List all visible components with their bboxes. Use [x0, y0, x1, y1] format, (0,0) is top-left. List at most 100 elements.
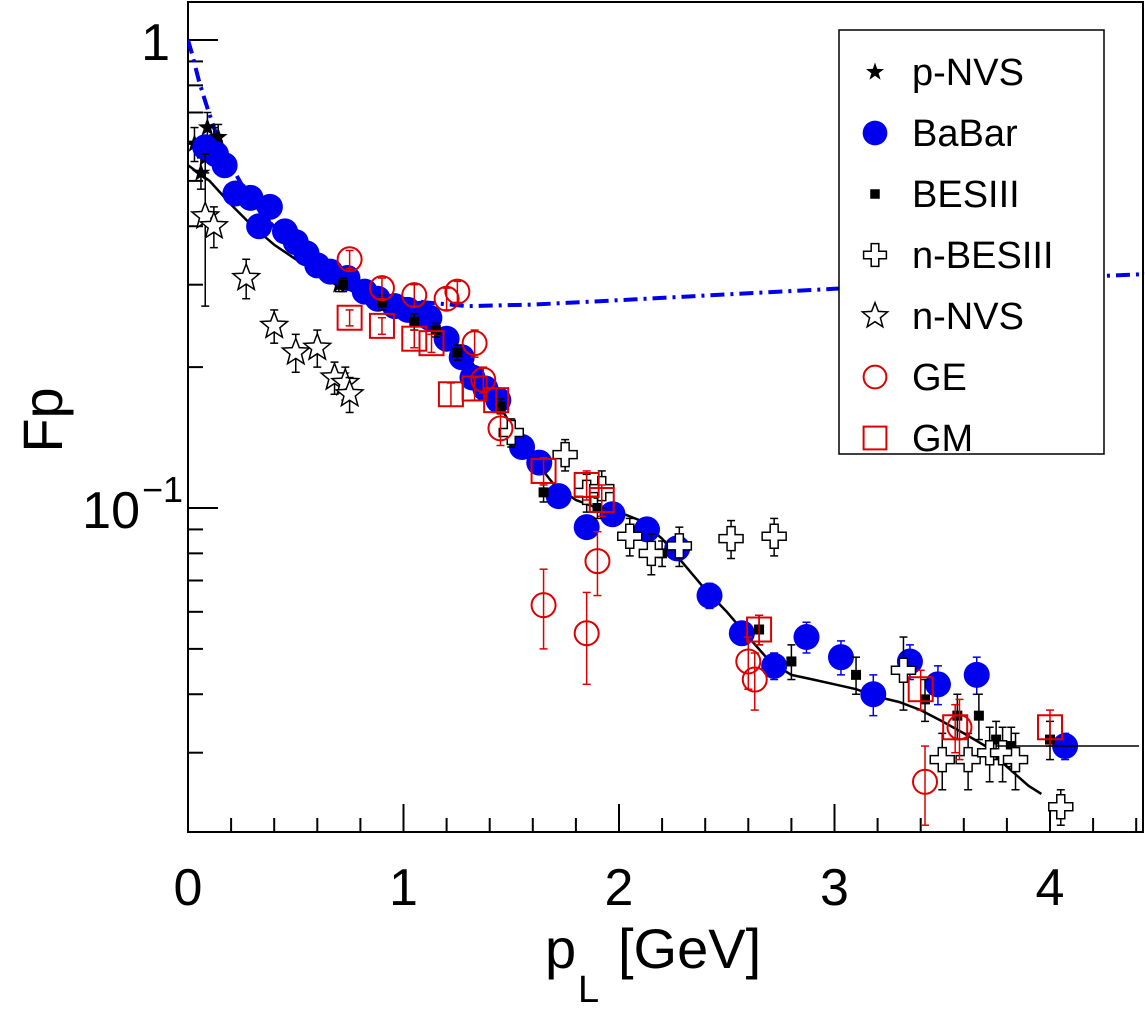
n-besiii-point: [955, 746, 981, 773]
n-besiii-point: [761, 523, 787, 550]
legend-entry-babar: BaBar: [862, 113, 1018, 155]
n-nvs-point: [334, 378, 365, 408]
y-tick-label: 10: [82, 482, 140, 540]
gm-point: [336, 304, 363, 331]
legend-label-p-nvs: p-NVS: [912, 52, 1024, 94]
ge-point: [444, 278, 471, 305]
gm-point: [746, 616, 773, 643]
n-besiii-point: [989, 739, 1016, 766]
legend-entry-besiii: BESIII: [870, 174, 1020, 216]
babar-point: [696, 582, 723, 609]
gm-point: [942, 714, 969, 741]
p-nvs-point: [208, 127, 228, 146]
babar-point: [599, 501, 626, 528]
babar-point: [545, 483, 572, 510]
x-axis-title-main: p: [545, 917, 576, 980]
babar-point: [573, 514, 600, 541]
legend-marker-ge: [862, 364, 888, 390]
gm-point: [907, 676, 934, 703]
n-nvs-point: [230, 261, 262, 292]
n-nvs-point: [280, 336, 312, 366]
besiii-point: [920, 694, 931, 705]
n-besiii-point: [1048, 793, 1074, 820]
legend: p-NVS BaBar BESIII n-BESIII n-NVS GE GM: [838, 29, 1105, 460]
besiii-point: [991, 734, 1002, 745]
gm-point: [483, 387, 510, 414]
series-gm: [336, 304, 1063, 754]
besiii-point: [430, 325, 441, 336]
legend-marker-p-nvs: [866, 62, 884, 80]
besiii-point: [786, 656, 797, 667]
n-besiii-point: [890, 657, 917, 684]
legend-marker-n-besiii: [862, 242, 888, 268]
data-points: [188, 111, 1139, 826]
legend-marker-n-nvs: [860, 300, 890, 329]
besiii-point: [592, 503, 603, 513]
x-tick-label: 1: [389, 859, 418, 917]
babar-point: [963, 661, 990, 688]
legend-entry-ge: GE: [862, 357, 967, 399]
dashed-model-curve: [188, 39, 1145, 309]
babar-point: [761, 652, 788, 679]
x-axis-title-unit: [GeV]: [618, 917, 761, 980]
babar-point: [211, 152, 238, 179]
legend-box: [838, 29, 1105, 455]
n-besiii-point: [1002, 746, 1029, 773]
x-axis-title-sub: L: [578, 969, 599, 1011]
x-axis: 0 1 2 3 4: [174, 804, 1138, 917]
babar-point: [246, 213, 273, 240]
y-axis-title: Fp: [11, 387, 74, 452]
ge-point: [741, 666, 768, 693]
x-tick-label: 0: [174, 859, 203, 917]
n-nvs-point: [302, 331, 333, 361]
gm-point: [401, 325, 428, 352]
gm-point: [530, 457, 557, 484]
legend-marker-babar: [862, 120, 888, 146]
babar-point: [526, 449, 553, 476]
legend-label-n-nvs: n-NVS: [912, 296, 1024, 338]
ge-point: [336, 246, 363, 273]
besiii-point: [409, 316, 420, 327]
legend-entry-gm: GM: [862, 418, 973, 460]
legend-label-besiii: BESIII: [912, 174, 1020, 216]
legend-label-n-besiii: n-BESIII: [912, 235, 1054, 277]
n-besiii-point: [552, 441, 578, 468]
ge-point: [735, 648, 762, 675]
y-tick-label-exponent: −1: [142, 469, 183, 510]
ge-point: [584, 548, 611, 575]
legend-label-gm: GM: [912, 418, 973, 460]
x-tick-label: 3: [820, 859, 849, 917]
ge-point: [487, 415, 514, 442]
babar-point: [256, 193, 283, 220]
y-axis: 1 10 −1: [82, 14, 218, 754]
legend-label-ge: GE: [912, 357, 967, 399]
p-nvs-point: [197, 117, 217, 136]
n-besiii-point: [638, 540, 665, 567]
n-besiii-point: [617, 523, 643, 550]
besiii-point: [973, 710, 984, 721]
x-axis-title: p L [GeV]: [545, 917, 761, 1011]
legend-entry-n-nvs: n-NVS: [860, 296, 1024, 338]
legend-label-babar: BaBar: [912, 113, 1018, 155]
legend-entry-n-besiii: n-BESIII: [862, 235, 1054, 277]
p-nvs-point: [191, 162, 211, 181]
x-tick-label: 4: [1036, 859, 1065, 917]
n-besiii-point: [929, 746, 955, 773]
babar-point: [860, 681, 887, 708]
legend-marker-besiii: [870, 189, 880, 199]
besiii-point: [851, 669, 862, 680]
series-ge: [336, 246, 973, 826]
n-nvs-point: [258, 309, 290, 339]
besiii-point: [452, 347, 463, 358]
series-n-nvs: [189, 153, 365, 414]
ge-point: [401, 282, 428, 309]
n-besiii-point: [718, 525, 744, 552]
ge-point: [573, 620, 600, 647]
legend-marker-gm: [862, 425, 888, 451]
babar-point: [924, 671, 951, 698]
y-tick-label: 1: [141, 14, 170, 72]
babar-point: [827, 644, 854, 671]
gm-point: [588, 487, 615, 514]
n-nvs-point: [198, 210, 230, 240]
gm-point: [1037, 714, 1063, 741]
